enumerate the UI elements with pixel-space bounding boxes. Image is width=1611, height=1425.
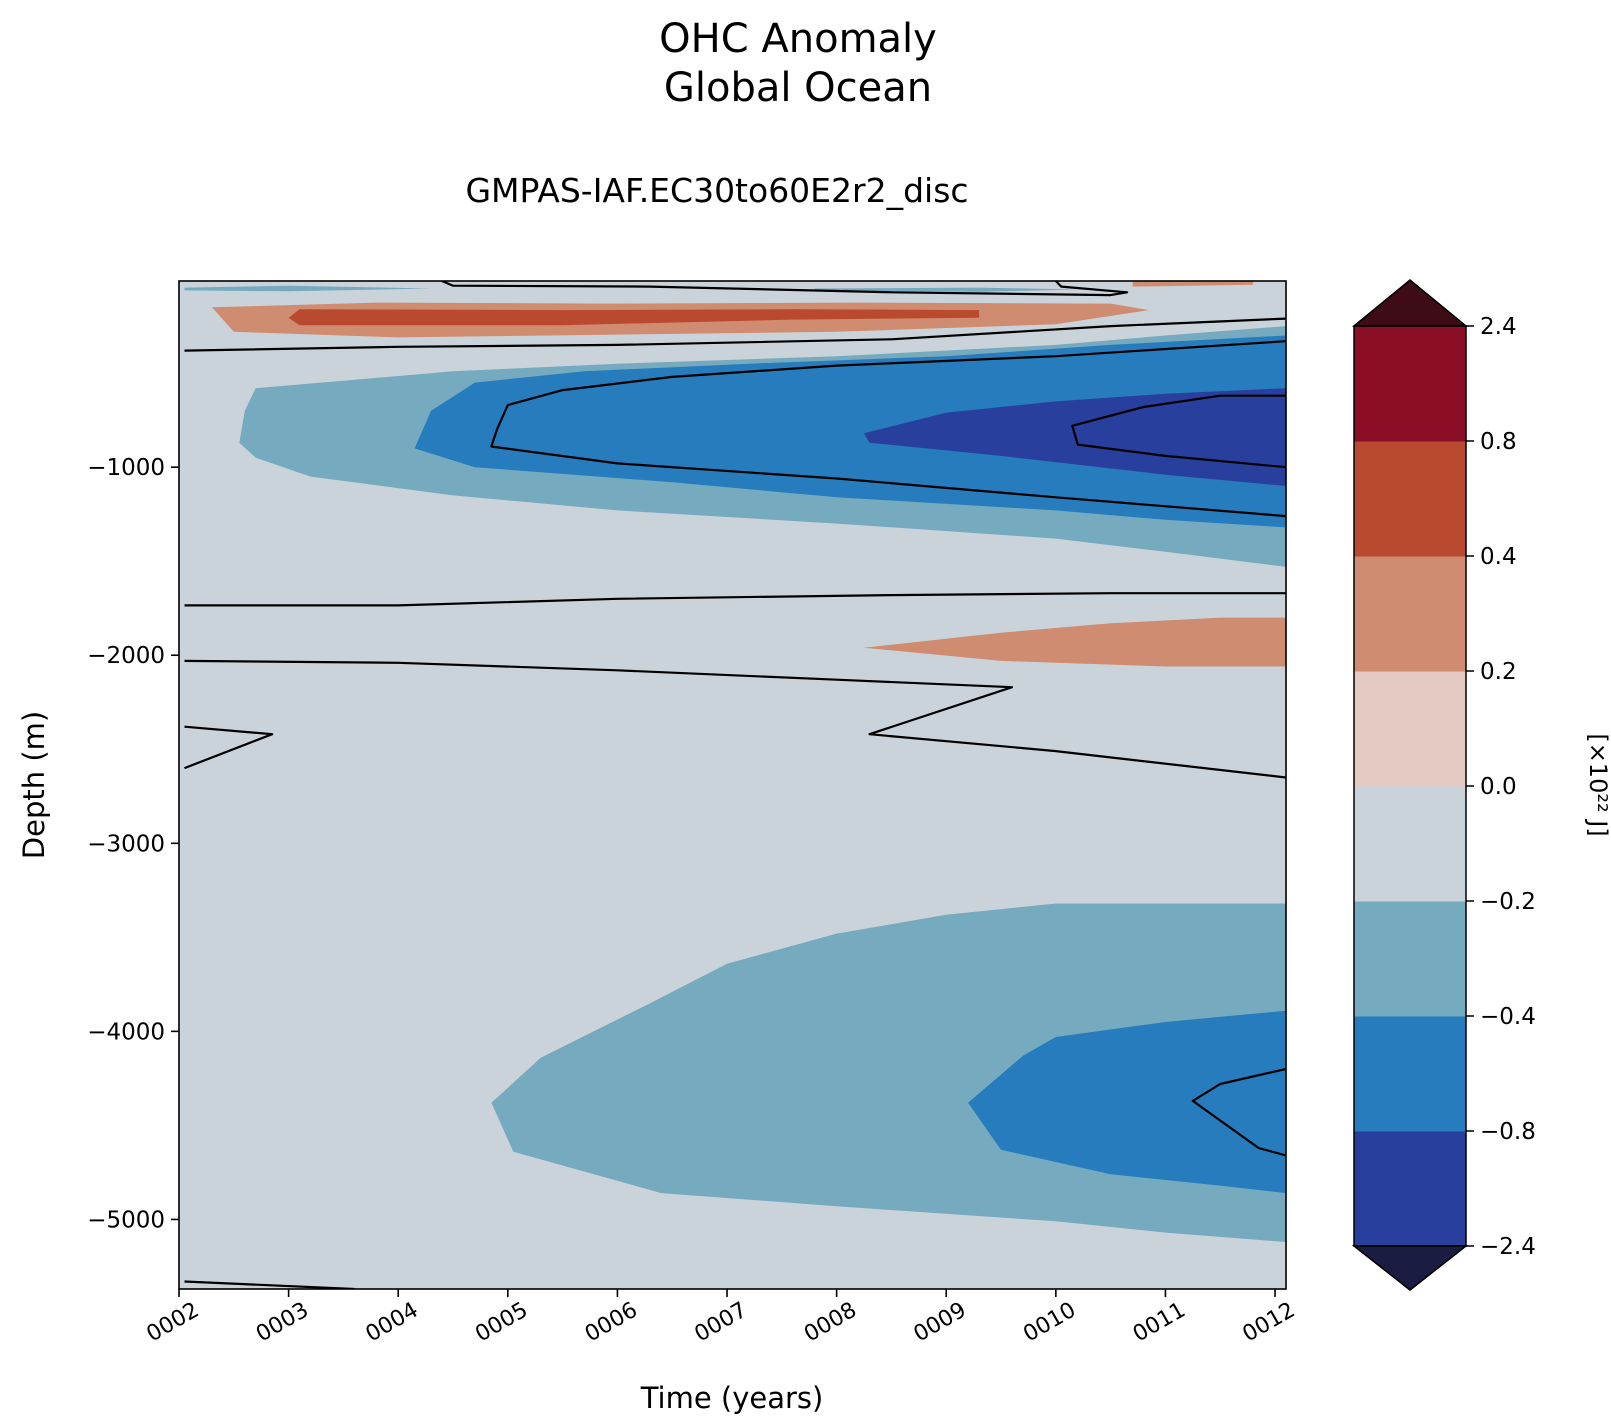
colorbar-segment [1354, 556, 1466, 672]
x-tick-label: 0002 [142, 1298, 203, 1348]
contour-line-7 [1191, 1067, 1286, 1157]
contour-line-0 [441, 281, 1129, 297]
run-name: GMPAS-IAF.EC30to60E2r2_disc [465, 171, 968, 210]
contour-line-2 [490, 340, 1286, 518]
x-tick-label: 0011 [1129, 1298, 1190, 1348]
x-tick-label: 0004 [362, 1298, 423, 1348]
chart-title: OHC Anomaly [659, 16, 937, 62]
y-tick-label: −1000 [87, 455, 165, 481]
colorbar-tick-label: 0.2 [1480, 659, 1517, 685]
contour-line-1 [184, 317, 1286, 352]
plot-area [178, 280, 1287, 1290]
contour-region-1 [814, 287, 1078, 292]
colorbar-segment [1354, 1016, 1466, 1132]
colorbar-tick-label: −0.4 [1480, 1004, 1536, 1030]
colorbar: −2.4 −0.8 −0.4 −0.2 0.0 0.2 0.4 0.8 2.4 [1351, 279, 1536, 1291]
y-tick-label: −4000 [87, 1019, 165, 1045]
x-tick-label: 0003 [252, 1298, 313, 1348]
x-tick-label: 0010 [1019, 1298, 1080, 1348]
colorbar-segment [1354, 326, 1466, 442]
contour-lines [184, 281, 1286, 1289]
contour-line-3 [1071, 394, 1286, 469]
x-axis: 0002 0003 0004 0005 0006 0007 0008 0009 0010 0011… [142, 1289, 1299, 1347]
colorbar-tick-label: 2.4 [1480, 314, 1517, 340]
colorbar-tick-label: 0.0 [1480, 774, 1517, 800]
chart-subtitle: Global Ocean [664, 65, 932, 111]
contour-region-10 [968, 1010, 1286, 1194]
colorbar-tick-label: −0.2 [1480, 889, 1536, 915]
contour-line-6 [184, 725, 274, 770]
contour-line-5 [184, 659, 1286, 779]
plot-frame [178, 280, 1287, 1290]
x-tick-label: 0012 [1239, 1298, 1300, 1348]
contour-region-3 [288, 309, 980, 326]
x-tick-label: 0006 [581, 1298, 642, 1348]
colorbar-tick-label: 0.4 [1480, 544, 1517, 570]
contour-line-8 [184, 1280, 355, 1289]
colorbar-label: [×10²² J] [1584, 733, 1611, 836]
colorbar-extend-bottom [1351, 1245, 1469, 1291]
colorbar-segment [1354, 786, 1466, 902]
y-tick-label: −5000 [87, 1207, 165, 1233]
contour-region-6 [414, 335, 1286, 528]
colorbar-tick-label: −0.8 [1480, 1119, 1536, 1145]
x-axis-label: Time (years) [640, 1381, 824, 1415]
contour-region-0 [184, 285, 432, 292]
y-tick-label: −2000 [87, 643, 165, 669]
colorbar-tick-label: 0.8 [1480, 429, 1517, 455]
contour-region-4 [1132, 281, 1254, 287]
colorbar-tick-label: −2.4 [1480, 1234, 1536, 1260]
colorbar-extend-top [1351, 279, 1469, 327]
x-tick-label: 0007 [690, 1298, 751, 1348]
colorbar-segment [1354, 671, 1466, 787]
colorbar-segment [1354, 441, 1466, 557]
y-tick-label: −3000 [87, 831, 165, 857]
x-tick-label: 0005 [471, 1298, 532, 1348]
x-tick-label: 0008 [800, 1298, 861, 1348]
y-axis: −1000 −2000 −3000 −4000 −5000 [87, 455, 179, 1233]
x-tick-label: 0009 [910, 1298, 971, 1348]
colorbar-segment [1354, 1131, 1466, 1247]
colorbar-segment [1354, 901, 1466, 1017]
y-axis-label: Depth (m) [17, 711, 51, 859]
contour-line-4 [184, 592, 1286, 607]
contour-region-8 [864, 617, 1286, 667]
contour-fills [184, 281, 1286, 1242]
